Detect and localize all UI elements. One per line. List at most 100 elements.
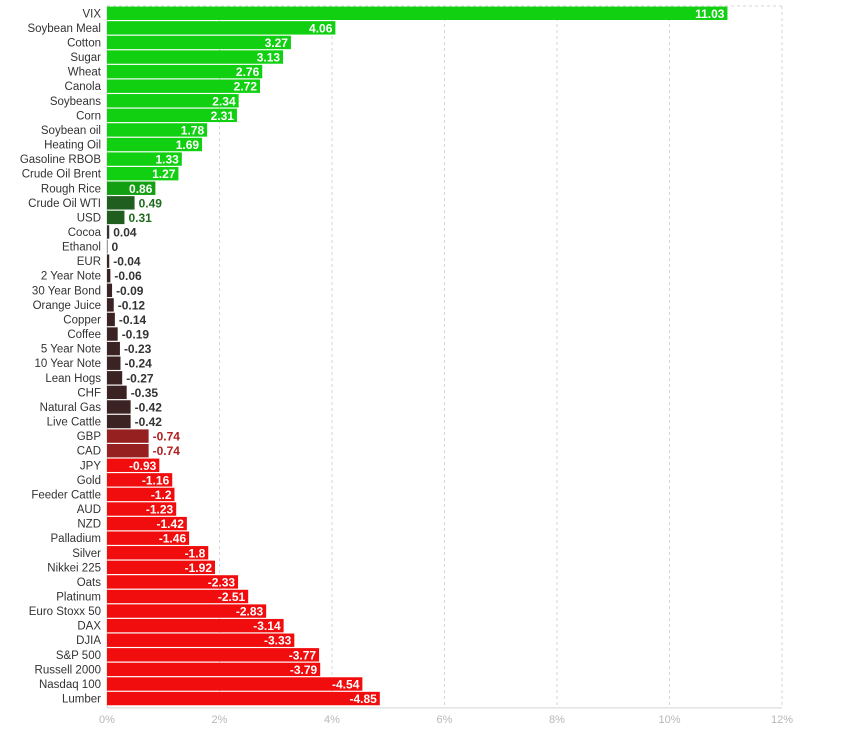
value-label: -0.19: [122, 328, 150, 342]
category-label: Wheat: [68, 67, 102, 79]
bar: [107, 400, 131, 414]
category-label: Ethanol: [62, 242, 101, 254]
value-label: -1.46: [159, 532, 187, 546]
value-label: -0.04: [113, 255, 141, 269]
bar: [107, 473, 173, 487]
value-label: 1.69: [176, 138, 200, 152]
bar: [107, 618, 284, 633]
value-label: 1.33: [155, 153, 179, 167]
category-label: Sugar: [70, 52, 101, 64]
category-label: Palladium: [51, 533, 102, 545]
value-label: 3.27: [265, 36, 289, 50]
value-label: -2.33: [208, 575, 236, 589]
category-label: Coffee: [67, 329, 101, 341]
bar: [107, 662, 321, 677]
value-label: 2.72: [234, 80, 258, 94]
category-label: Corn: [76, 110, 101, 122]
value-labels: 11.03 4.06 3.273.132.762.722.342.31 1.781.6…: [112, 7, 725, 706]
category-label: Crude Oil Brent: [22, 169, 102, 181]
category-label: CAD: [77, 446, 101, 458]
category-label: S&P 500: [56, 650, 101, 662]
value-label: -0.74: [153, 430, 181, 444]
category-label: Gasoline RBOB: [20, 154, 102, 166]
bar: [107, 429, 149, 443]
value-label: -1.2: [151, 488, 172, 502]
category-label: USD: [77, 212, 101, 224]
value-label: 0: [112, 240, 119, 254]
bar: [107, 298, 114, 312]
bar: [107, 166, 179, 181]
x-tick-label: 8%: [549, 714, 565, 726]
category-labels: VIX Soybean Meal Cotton Sugar Wheat Canola Soy…: [20, 8, 102, 705]
grid: [106, 5, 783, 709]
bar: [107, 79, 260, 93]
value-label: -0.27: [126, 371, 154, 385]
x-tick-label: 2%: [212, 714, 228, 726]
value-label: -0.12: [118, 298, 146, 312]
category-label: GBP: [77, 431, 102, 443]
value-label: -2.83: [236, 605, 264, 619]
value-label: -3.79: [290, 663, 318, 677]
value-label: 0.04: [113, 225, 137, 239]
value-label: -1.23: [146, 503, 174, 517]
bar: [107, 269, 111, 283]
bar: [107, 181, 156, 195]
category-label: VIX: [82, 8, 101, 20]
bar: [107, 648, 320, 662]
category-label: Silver: [72, 548, 101, 560]
value-label: 0.86: [129, 182, 153, 196]
bar: [107, 225, 110, 239]
category-label: Orange Juice: [33, 300, 101, 312]
category-label: 10 Year Note: [34, 358, 101, 370]
category-label: EUR: [77, 256, 101, 268]
bar: [107, 239, 108, 254]
bar: [107, 633, 295, 647]
x-tick-label: 0%: [99, 714, 115, 726]
bar: [107, 196, 135, 210]
bar: [107, 123, 208, 137]
category-label: NZD: [77, 519, 101, 531]
bar: [107, 312, 115, 327]
category-label: Live Cattle: [47, 417, 101, 429]
bar: [107, 443, 149, 458]
x-tick-label: 12%: [771, 714, 793, 726]
category-label: Copper: [63, 314, 101, 326]
bar: [107, 254, 110, 268]
category-label: AUD: [77, 504, 101, 516]
category-label: 5 Year Note: [41, 344, 101, 356]
category-label: Nasdaq 100: [39, 679, 101, 691]
category-label: Cocoa: [68, 227, 102, 239]
value-label: -0.06: [114, 269, 142, 283]
category-label: 2 Year Note: [41, 271, 101, 283]
category-label: DAX: [77, 621, 101, 633]
bar: [107, 35, 291, 50]
bar: [107, 575, 239, 589]
category-label: Soybean oil: [41, 125, 101, 137]
bars: [107, 6, 728, 706]
value-label: 1.27: [152, 167, 176, 181]
category-label: Heating Oil: [44, 140, 101, 152]
bar: [107, 356, 121, 370]
bar: [107, 210, 125, 225]
category-label: Oats: [77, 577, 102, 589]
category-label: Euro Stoxx 50: [29, 606, 101, 618]
category-label: Soybean Meal: [27, 23, 101, 35]
category-label: Canola: [65, 81, 102, 93]
category-label: JPY: [80, 460, 101, 472]
category-label: Nikkei 225: [47, 562, 101, 574]
value-label: -3.33: [264, 634, 292, 648]
value-label: -4.54: [332, 677, 360, 691]
value-label: 2.76: [236, 65, 260, 79]
category-label: Russell 2000: [35, 664, 101, 676]
value-label: -0.93: [129, 459, 157, 473]
bar: [107, 327, 118, 341]
bar: [107, 677, 363, 691]
category-label: Gold: [77, 475, 101, 487]
bar: [107, 691, 380, 706]
category-label: CHF: [77, 387, 101, 399]
value-label: 2.31: [211, 109, 235, 123]
category-label: Platinum: [56, 591, 101, 603]
value-label: 1.78: [181, 123, 205, 137]
value-label: -3.77: [289, 648, 317, 662]
value-label: 4.06: [309, 21, 333, 35]
